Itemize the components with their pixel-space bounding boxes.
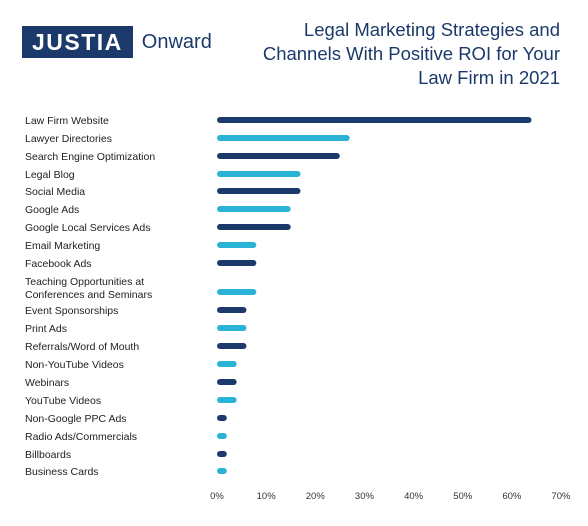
bar-6 [217, 206, 291, 212]
bar-11 [217, 307, 247, 313]
category-label-19: Billboards [25, 449, 71, 461]
chart-title-line-3: Law Firm in 2021 [418, 67, 560, 88]
x-tick-label-0: 0% [210, 491, 224, 502]
category-label-14: Non-YouTube Videos [25, 359, 124, 371]
bar-7 [217, 224, 291, 230]
category-label-5: Social Media [25, 186, 85, 198]
bar-5 [217, 188, 301, 194]
category-label-10: Teaching Opportunities at Conferences and… [25, 276, 152, 301]
x-tick-label-6: 60% [502, 491, 522, 502]
bar-8 [217, 242, 257, 248]
bar-16 [217, 397, 237, 403]
x-tick-label-3: 30% [355, 491, 375, 502]
bar-9 [217, 260, 257, 266]
justia-onward-logo: JUSTIA Onward [22, 26, 212, 58]
category-label-6: Google Ads [25, 204, 79, 216]
category-label-17: Non-Google PPC Ads [25, 413, 127, 425]
bar-1 [217, 117, 532, 123]
bar-13 [217, 343, 247, 349]
x-tick-label-2: 20% [306, 491, 326, 502]
bar-10 [217, 289, 257, 295]
bar-15 [217, 379, 237, 385]
bar-14 [217, 361, 237, 367]
logo-brand: JUSTIA [22, 26, 133, 58]
logo-suffix: Onward [141, 31, 212, 53]
x-tick-label-1: 10% [257, 491, 277, 502]
bar-12 [217, 325, 247, 331]
category-label-15: Webinars [25, 377, 69, 389]
x-tick-label-7: 70% [551, 491, 571, 502]
category-label-12: Print Ads [25, 323, 67, 335]
bar-2 [217, 135, 350, 141]
category-label-1: Law Firm Website [25, 115, 109, 127]
x-tick-label-5: 50% [453, 491, 473, 502]
category-label-3: Search Engine Optimization [25, 151, 155, 163]
bar-4 [217, 171, 301, 177]
x-tick-label-4: 40% [404, 491, 424, 502]
chart-title: Legal Marketing Strategies and Channels … [220, 18, 560, 90]
bar-19 [217, 451, 227, 457]
category-label-11: Event Sponsorships [25, 305, 118, 317]
category-label-13: Referrals/Word of Mouth [25, 341, 139, 353]
category-label-4: Legal Blog [25, 169, 75, 181]
category-label-20: Business Cards [25, 466, 99, 478]
category-label-8: Email Marketing [25, 240, 100, 252]
bar-3 [217, 153, 340, 159]
bar-18 [217, 433, 227, 439]
chart-title-line-2: Channels With Positive ROI for Your [262, 43, 560, 64]
category-label-9: Facebook Ads [25, 258, 92, 270]
category-label-18: Radio Ads/Commercials [25, 431, 137, 443]
bar-20 [217, 468, 227, 474]
bar-17 [217, 415, 227, 421]
category-label-2: Lawyer Directories [25, 133, 112, 145]
category-label-7: Google Local Services Ads [25, 222, 151, 234]
chart-title-line-1: Legal Marketing Strategies and [303, 19, 560, 40]
category-label-16: YouTube Videos [25, 395, 101, 407]
